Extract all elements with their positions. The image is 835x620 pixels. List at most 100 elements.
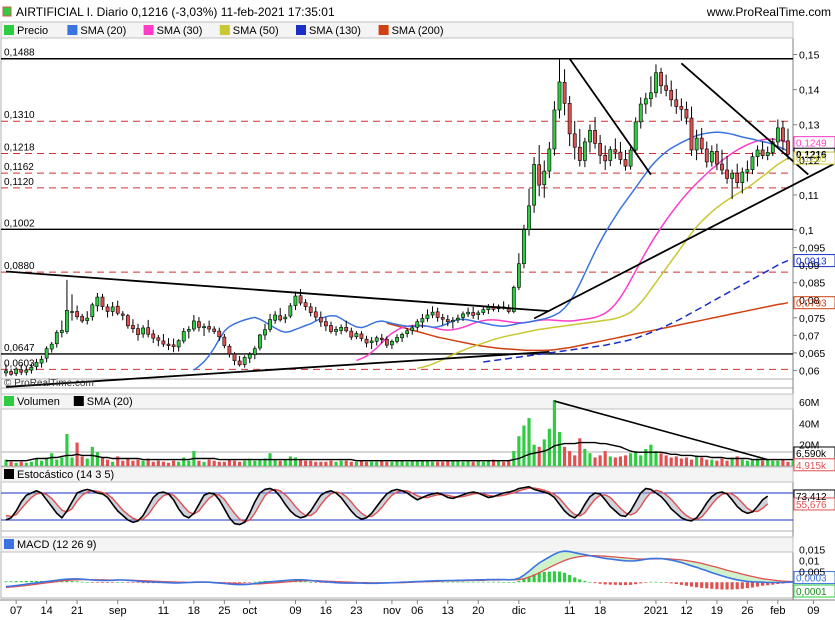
candle-body [730,172,735,179]
candle-body [583,141,587,161]
volume-bar [9,461,13,466]
candle-body [603,154,608,162]
volume-bar [689,459,694,466]
volume-bar [755,458,760,466]
candle-body [252,348,257,355]
macd-histogram-bar [95,582,99,583]
macd-histogram-bar [639,582,643,584]
stochastic-badge: 55,676 [796,500,827,511]
candle-body [786,140,790,155]
candle-body [689,117,694,151]
candle-body [679,106,684,110]
price-badge-box [793,296,835,310]
volume-bar [425,460,430,466]
x-tick-label: oct [242,605,257,617]
candle-body [481,309,486,313]
stochastic-badge: 73,412 [796,492,827,503]
price-tick-label: 0,09 [799,260,820,272]
macd-histogram-bar [705,582,709,589]
price-legend-label: SMA (20) [80,25,126,37]
volume-bar [19,461,23,466]
volume-bar [573,455,577,466]
volume-bar [583,448,587,466]
volume-bar [593,457,597,466]
candle-body [136,328,140,335]
candle-body [232,353,237,361]
x-tick-label: 25 [218,605,230,617]
candle-body [613,149,618,153]
x-tick-label: 26 [741,605,753,617]
volume-bar [161,461,165,466]
macd-histogram-bar [517,580,521,583]
volume-bar [446,460,450,466]
macd-histogram-bar [603,582,607,585]
volume-bar [95,452,99,466]
candle-body [547,148,552,172]
volume-bar [456,460,460,466]
volume-bar [344,460,348,466]
volume-bar [735,456,739,466]
macd-histogram-bar [674,582,678,584]
volume-bar [349,461,353,466]
macd-histogram-bar [456,581,460,583]
volume-bar [664,455,668,466]
candle-body [364,338,369,344]
candle-body [557,81,562,111]
volume-bar [14,462,18,466]
macd-histogram-bar [700,582,704,588]
macd-histogram-bar [309,582,313,583]
price-legend-label: SMA (200) [392,25,444,37]
macd-histogram-bar [720,582,724,590]
volume-bar [466,460,470,466]
header-icon [2,6,12,17]
chart-title: AIRTIFICIAL I. Diario 0,1216 (-3,03%) 11… [16,5,335,19]
macd-histogram-bar [542,571,546,583]
stochastic-legend-label: Estocástico (14 3 5) [17,469,114,481]
candle-body [562,81,567,104]
macd-badge-box [793,571,835,585]
candle-body [623,159,628,167]
candle-body [649,92,653,100]
macd-tick-label: 0,01 [799,555,820,567]
macd-histogram-bar [664,582,668,583]
macd-histogram-bar [573,577,577,583]
macd-histogram-bar [80,581,84,583]
macd-histogram-bar [14,581,18,583]
price-badge: 0,0793 [796,299,827,310]
price-tick-label: 0,12 [799,155,820,167]
candle-body [552,109,557,150]
candle-body [75,311,79,318]
level-label-bg [2,217,40,229]
candle-body [684,108,689,119]
candle-body [65,310,69,332]
volume-bar [623,455,628,466]
volume-bar [578,438,582,466]
volume-bar [126,458,130,466]
volume-bar [674,456,678,466]
candle-body [207,326,211,330]
candle-body [105,306,110,312]
price-legend-label: Precio [17,25,48,37]
level-label: 0,0647 [4,343,35,354]
volume-bar [542,439,546,466]
macd-histogram-bar [537,572,541,583]
macd-histogram-bar [298,581,303,583]
level-label: 0,1488 [4,48,35,59]
candle-body [308,306,313,313]
volume-bar [273,459,277,466]
price-badge-box [793,254,835,268]
candle-body [659,72,663,87]
candle-body [268,319,272,330]
candle-body [324,321,328,327]
volume-bar [339,460,343,466]
volume-bar [60,457,64,466]
macd-histogram-bar [629,582,633,585]
volume-bar [45,457,49,466]
candle-body [222,336,227,346]
x-tick-label: 12 [680,605,692,617]
candle-body [674,99,679,107]
x-tick-label: 19 [711,605,723,617]
price-legend-swatch [296,25,306,35]
stochastic-badge-box [793,497,835,511]
stochastic-d-line [5,487,769,523]
